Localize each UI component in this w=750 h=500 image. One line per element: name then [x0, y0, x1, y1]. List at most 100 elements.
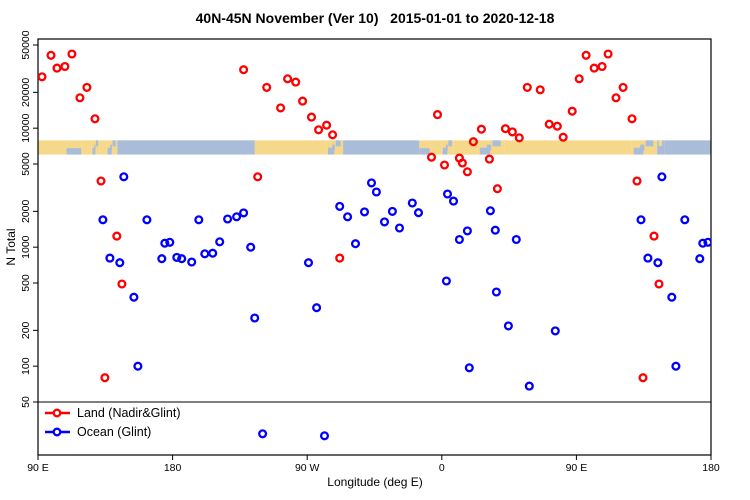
data-point	[514, 133, 524, 143]
data-point	[611, 93, 621, 103]
data-point	[119, 172, 129, 182]
data-point	[695, 254, 705, 264]
data-point	[258, 429, 268, 439]
y-tick-label: 50000	[20, 30, 32, 59]
y-tick-label: 5000	[20, 152, 32, 176]
data-point	[413, 208, 424, 218]
data-point	[550, 326, 560, 336]
y-tick-label: 2000	[20, 200, 32, 224]
data-point	[133, 361, 143, 371]
data-point	[567, 106, 577, 116]
data-point	[246, 242, 256, 252]
y-tick-label: 10000	[20, 113, 32, 142]
data-point	[490, 225, 500, 235]
map-strip-segment	[99, 140, 107, 155]
data-point	[387, 206, 397, 216]
data-point	[653, 258, 663, 268]
data-point	[703, 237, 711, 247]
data-point	[350, 239, 361, 249]
data-point	[476, 124, 486, 134]
data-point	[649, 231, 659, 241]
x-tick-label: 90 E	[27, 462, 49, 474]
legend-label-land: Land (Nadir&Glint)	[77, 405, 181, 420]
data-point	[215, 237, 225, 247]
map-strip-segment	[504, 140, 632, 155]
data-point	[462, 226, 472, 236]
y-tick-label: 50	[20, 396, 32, 408]
data-point	[306, 112, 317, 122]
data-point	[232, 212, 242, 222]
legend-item-ocean: Ocean (Glint)	[44, 422, 181, 441]
data-point	[52, 63, 62, 73]
data-point	[442, 189, 453, 199]
x-tick-label: 180	[164, 462, 182, 474]
data-point	[208, 248, 218, 258]
map-strip-segment	[657, 140, 665, 155]
x-axis-title: Longitude (deg E)	[327, 475, 423, 489]
x-tick-label: 0	[439, 462, 445, 474]
data-point	[177, 254, 187, 264]
data-point	[160, 238, 170, 248]
data-point	[618, 82, 628, 92]
legend-label-ocean: Ocean (Glint)	[77, 424, 152, 439]
data-point	[60, 61, 70, 72]
data-point	[223, 214, 233, 224]
data-point	[407, 198, 417, 208]
data-point	[484, 154, 494, 164]
data-point	[298, 96, 308, 106]
map-strip-segment	[117, 140, 255, 155]
data-point	[129, 292, 139, 302]
data-point	[574, 74, 584, 84]
data-point	[654, 279, 664, 289]
data-point	[291, 77, 301, 87]
data-point	[371, 187, 381, 197]
map-strip-segment	[81, 140, 92, 155]
data-points	[38, 49, 711, 441]
data-point	[426, 152, 437, 162]
data-point	[507, 127, 517, 137]
x-tick-label: 90 W	[295, 462, 320, 474]
data-point	[314, 125, 324, 135]
data-point	[328, 130, 338, 140]
data-point	[643, 253, 653, 263]
data-point	[366, 178, 377, 188]
data-point	[680, 215, 690, 225]
y-tick-label: 200	[20, 321, 32, 339]
data-point	[343, 212, 353, 222]
data-point	[322, 120, 332, 130]
data-point	[172, 252, 182, 262]
data-point	[283, 74, 293, 84]
data-point	[535, 85, 545, 95]
data-point	[165, 237, 175, 247]
data-point	[581, 50, 591, 60]
data-point	[394, 223, 405, 233]
data-point	[524, 381, 534, 391]
map-strip-segment	[664, 140, 711, 155]
data-point	[303, 258, 314, 268]
data-point	[503, 321, 513, 331]
data-point	[115, 258, 125, 268]
data-point	[638, 373, 648, 383]
data-point	[558, 132, 568, 142]
data-point	[100, 373, 110, 383]
data-point	[589, 63, 599, 73]
map-strip-segment	[419, 140, 430, 155]
y-tick-label: 500	[20, 274, 32, 292]
data-point	[312, 303, 322, 313]
data-point	[468, 137, 478, 147]
data-point	[67, 49, 77, 59]
data-point	[98, 215, 108, 225]
data-point	[239, 208, 249, 218]
data-point	[464, 363, 474, 373]
data-point	[511, 234, 521, 245]
data-point	[112, 231, 122, 241]
plot-frame	[37, 38, 712, 456]
data-point	[492, 184, 502, 194]
data-point	[253, 172, 263, 182]
map-strip-segment	[343, 140, 420, 155]
data-point	[552, 121, 562, 131]
data-point	[187, 257, 197, 267]
data-point	[105, 253, 115, 263]
data-point	[671, 361, 681, 371]
data-point	[239, 65, 249, 75]
